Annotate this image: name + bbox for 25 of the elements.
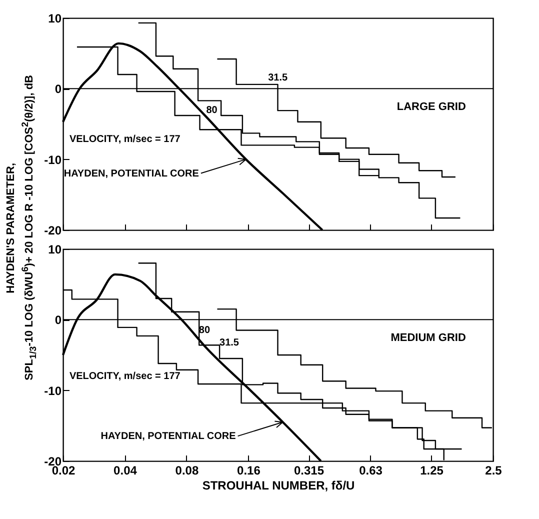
x-tick-label: 1.25 xyxy=(420,464,444,478)
x-tick-label: 0.04 xyxy=(114,464,138,478)
annotation: VELOCITY, m/sec = 177 xyxy=(69,134,181,145)
x-tick-label: 0.63 xyxy=(359,464,383,478)
x-tick-label: 2.5 xyxy=(485,464,502,478)
annotation: HAYDEN, POTENTIAL CORE xyxy=(64,168,200,180)
y-tick-label: -10 xyxy=(44,384,62,398)
annotation: 31.5 xyxy=(220,337,240,348)
annotation: HAYDEN, POTENTIAL CORE xyxy=(100,431,236,442)
y-tick-label: 10 xyxy=(48,12,62,26)
y-tick-label: 10 xyxy=(48,242,62,256)
x-axis-title: STROUHAL NUMBER, fδ/U xyxy=(202,478,355,492)
y-tick-label: 0 xyxy=(54,313,62,328)
annotation: MEDIUM GRID xyxy=(390,332,466,344)
x-tick-label: 0.08 xyxy=(175,464,199,478)
y-tick-label: -20 xyxy=(44,224,62,238)
annotation: VELOCITY, m/sec = 177 xyxy=(69,371,181,382)
x-tick-label: 0.315 xyxy=(294,464,324,478)
annotation: LARGE GRID xyxy=(396,101,466,114)
y-tick-label: -10 xyxy=(44,152,62,167)
x-tick-label: 0.16 xyxy=(237,464,261,478)
annotation: 80 xyxy=(198,325,210,336)
y-tick-label: 0 xyxy=(54,82,62,96)
annotation: 31.5 xyxy=(268,72,288,84)
annotation: 80 xyxy=(206,104,218,116)
